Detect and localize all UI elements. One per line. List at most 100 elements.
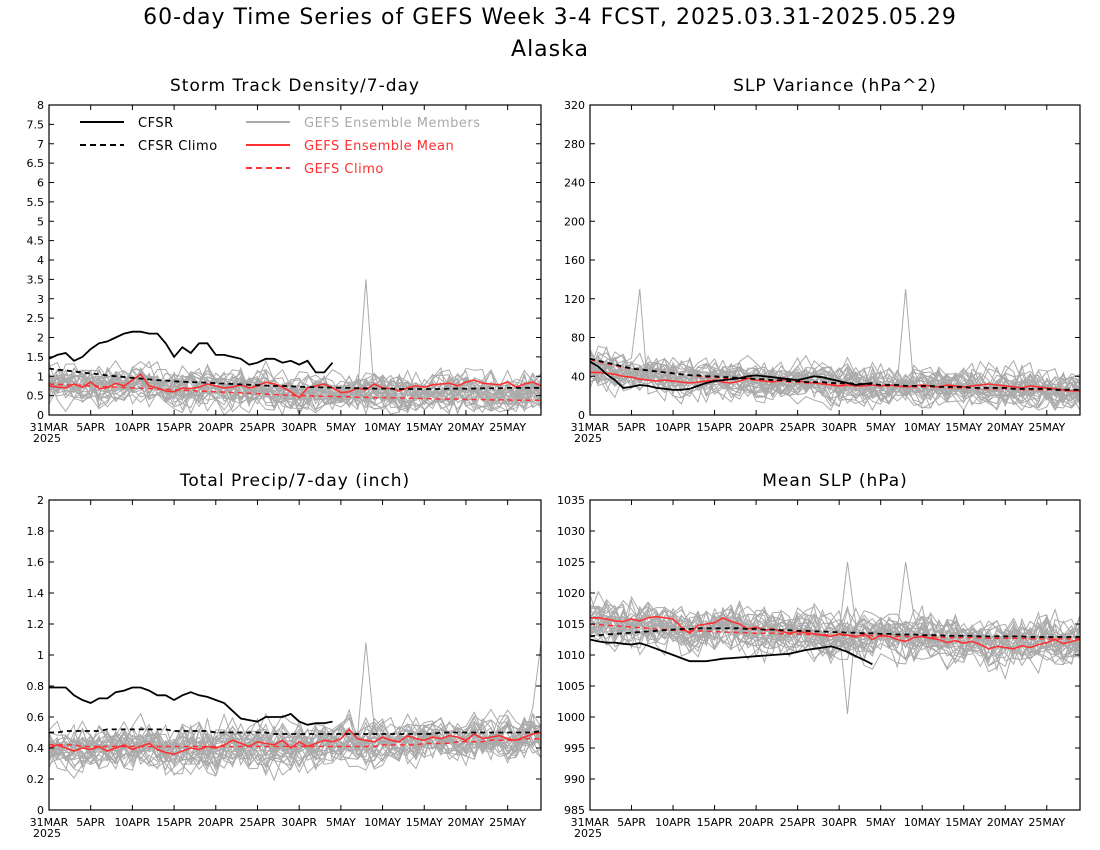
y-tick-label: 7.5	[27, 118, 45, 131]
x-tick-label: 5MAY	[326, 816, 356, 829]
legend-cfsr-label: CFSR	[138, 116, 174, 131]
gefs-mean-line	[590, 371, 1080, 392]
y-tick-label: 1	[37, 649, 44, 662]
y-tick-label: 1035	[557, 494, 585, 507]
x-tick-label: 25APR	[240, 816, 276, 829]
y-tick-label: 0.5	[27, 390, 45, 403]
x-tick-label: 20APR	[738, 816, 774, 829]
y-tick-label: 0.4	[27, 742, 45, 755]
x-tick-label: 31MAR	[30, 421, 69, 434]
x-tick-label: 15APR	[156, 421, 192, 434]
gefs-mean-line	[48, 373, 542, 399]
plot-frame	[589, 104, 1081, 416]
x-tick-label: 10MAY	[364, 421, 401, 434]
y-tick-label: 990	[564, 773, 585, 786]
chart-title: Storm Track Density/7-day	[170, 76, 420, 96]
x-tick-label: 10APR	[655, 816, 691, 829]
y-tick-label: 1005	[557, 680, 585, 693]
chart-storm-track-density: Storm Track Density/7-day 0 0.5 1 1.5 2 2.5 3 3.…	[27, 76, 542, 445]
x-tick-label: 31MAR	[571, 816, 610, 829]
page-subtitle: Alaska	[511, 37, 589, 62]
member-line	[48, 364, 542, 407]
member-line	[589, 602, 1081, 673]
x-year-label: 2025	[574, 827, 602, 840]
chart-title: Mean SLP (hPa)	[762, 471, 908, 491]
member-line	[48, 716, 542, 769]
member-line	[48, 711, 542, 769]
y-tick-label: 1.4	[27, 587, 45, 600]
y-tick-label: 320	[564, 99, 585, 112]
y-tick-label: 5	[37, 215, 44, 228]
x-tick-label: 20APR	[198, 816, 234, 829]
member-line	[589, 605, 1081, 675]
gefs-mean-line	[590, 615, 1081, 650]
x-tick-label: 30APR	[821, 816, 857, 829]
x-year-label: 2025	[574, 432, 602, 445]
y-tick-label: 2.5	[27, 312, 45, 325]
member-line	[589, 360, 1081, 412]
y-tick-label: 6.5	[27, 157, 45, 170]
cfsr-climo-line	[589, 627, 1080, 638]
member-line	[589, 609, 1081, 664]
x-tick-label: 20APR	[738, 421, 774, 434]
x-tick-label: 10MAY	[904, 421, 941, 434]
legend: CFSR CFSR Climo GEFS Ensemble Members GEFS …	[80, 116, 480, 177]
member-line	[48, 369, 542, 417]
x-tick-label: 20MAY	[987, 816, 1024, 829]
member-line	[48, 365, 542, 412]
y-tick-label: 0	[37, 804, 44, 817]
legend-mean-label: GEFS Ensemble Mean	[304, 139, 454, 154]
y-tick-label: 40	[571, 370, 585, 383]
ensemble-members	[48, 642, 542, 782]
x-tick-label: 15MAY	[945, 816, 982, 829]
y-tick-label: 0	[37, 409, 44, 422]
ensemble-members	[589, 289, 1081, 412]
y-tick-label: 1020	[557, 587, 585, 600]
chart-title: SLP Variance (hPa^2)	[733, 76, 937, 96]
x-tick-label: 5MAY	[866, 421, 896, 434]
x-tick-label: 30APR	[821, 421, 857, 434]
y-tick-label: 3	[37, 293, 44, 306]
y-tick-label: 1	[37, 370, 44, 383]
x-year-label: 2025	[33, 432, 61, 445]
x-tick-label: 25MAY	[489, 421, 526, 434]
x-tick-label: 20MAY	[448, 816, 485, 829]
y-tick-label: 160	[564, 254, 585, 267]
x-tick-label: 10MAY	[364, 816, 401, 829]
page-title: 60-day Time Series of GEFS Week 3-4 FCST…	[143, 5, 957, 30]
x-tick-label: 5APR	[76, 816, 105, 829]
x-tick-label: 20MAY	[987, 421, 1024, 434]
gefs-climo-line	[49, 737, 541, 748]
x-tick-label: 25MAY	[489, 816, 526, 829]
cfsr-climo-line	[589, 357, 1080, 391]
x-tick-label: 10APR	[114, 421, 150, 434]
x-tick-label: 15MAY	[406, 421, 443, 434]
member-line	[589, 357, 1081, 405]
chart-slp-variance: SLP Variance (hPa^2) 0 40 80 120 160 200 240 280…	[564, 76, 1081, 445]
x-tick-label: 30APR	[281, 421, 317, 434]
y-tick-label: 280	[564, 138, 585, 151]
x-tick-label: 10APR	[114, 816, 150, 829]
x-tick-label: 15APR	[697, 421, 733, 434]
y-tick-label: 2	[37, 332, 44, 345]
y-tick-label: 0.2	[27, 773, 45, 786]
cfsr-line	[589, 360, 873, 391]
y-tick-label: 5.5	[27, 196, 45, 209]
y-tick-label: 1015	[557, 618, 585, 631]
y-tick-label: 240	[564, 177, 585, 190]
x-tick-label: 5APR	[76, 421, 105, 434]
x-tick-label: 15APR	[156, 816, 192, 829]
y-tick-label: 1010	[557, 649, 585, 662]
x-tick-label: 15MAY	[945, 421, 982, 434]
x-tick-label: 15APR	[697, 816, 733, 829]
x-tick-label: 20MAY	[448, 421, 485, 434]
x-tick-label: 5APR	[617, 816, 646, 829]
chart-title: Total Precip/7-day (inch)	[179, 471, 410, 491]
gefs-mean-line	[48, 728, 542, 756]
y-tick-label: 2	[37, 494, 44, 507]
x-tick-label: 15MAY	[406, 816, 443, 829]
x-tick-label: 31MAR	[571, 421, 610, 434]
x-tick-label: 5APR	[617, 421, 646, 434]
y-tick-label: 4.5	[27, 235, 45, 248]
